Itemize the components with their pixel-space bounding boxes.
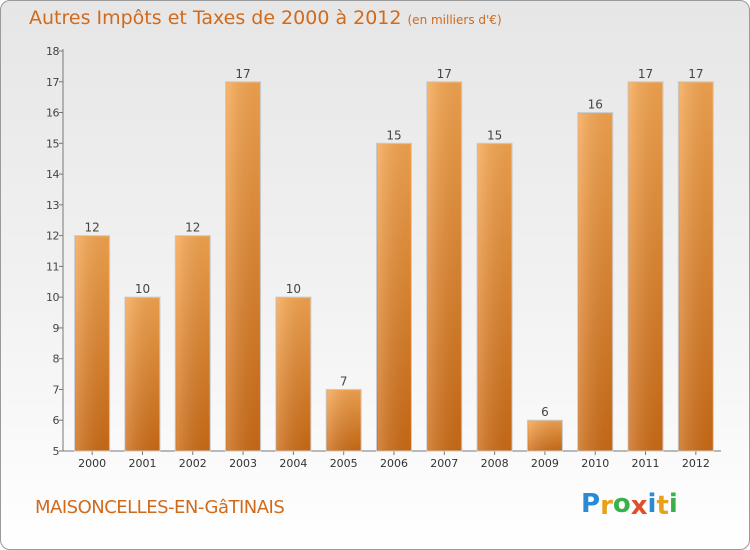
y-tick-label: 17 [46,76,59,89]
data-label: 12 [185,221,200,235]
bar-highlight [125,298,159,450]
bar-highlight [478,144,512,451]
chart-title: Autres Impôts et Taxes de 2000 à 2012 (en… [29,7,502,29]
logo-letter: r [600,491,613,521]
logo-letter: o [612,489,631,519]
data-label: 10 [135,282,150,296]
y-tick-label: 7 [53,383,60,396]
x-tick-label: 2000 [78,457,106,470]
y-tick-label: 10 [46,291,59,304]
x-tick-label: 2009 [531,457,559,470]
bar-highlight [629,82,663,451]
bar-highlight [176,236,210,450]
y-tick-label: 13 [46,199,59,212]
bars [74,81,714,452]
data-label: 15 [487,128,502,142]
data-labels: 2000 12 2001 10 2002 12 2003 17 2004 10 2005 7 2006 1… [78,67,710,470]
bar-highlight [75,236,109,450]
y-tick-label: 6 [53,414,60,427]
x-tick-label: 2002 [179,457,207,470]
data-label: 10 [286,282,301,296]
data-label: 6 [541,405,549,419]
city-name: MAISONCELLES-EN-GâTINAIS [35,497,285,518]
logo-letter: t [656,491,669,521]
bar-highlight [528,421,562,450]
data-label: 17 [437,67,452,81]
x-tick-label: 2007 [430,457,458,470]
x-tick-label: 2006 [380,457,408,470]
bar-highlight [427,82,461,451]
bar-highlight [226,82,260,451]
data-label: 12 [85,221,100,235]
x-tick-label: 2003 [229,457,257,470]
bar-highlight [578,113,612,451]
y-tick-label: 9 [53,322,60,335]
x-tick-label: 2001 [128,457,156,470]
x-tick-label: 2010 [581,457,609,470]
x-tick-label: 2008 [481,457,509,470]
bar-highlight [679,82,713,451]
data-label: 7 [340,374,348,388]
y-tick-label: 11 [46,260,59,273]
bar-highlight [377,144,411,451]
logo-letter: P [581,489,601,519]
y-tick-label: 15 [46,137,59,150]
y-tick-label: 12 [46,230,59,243]
x-tick-label: 2011 [632,457,660,470]
logo-letter: i [668,489,678,519]
data-label: 15 [386,128,401,142]
chart-unit: (en milliers d'€) [407,13,502,27]
data-label: 16 [588,98,603,112]
y-tick-label: 14 [46,168,59,181]
y-tick-label: 18 [46,45,59,58]
x-tick-label: 2004 [279,457,307,470]
x-tick-label: 2012 [682,457,710,470]
proxiti-logo[interactable]: Proxiti [581,489,678,521]
y-tick-label: 16 [46,107,59,120]
y-tick-label: 5 [53,445,60,458]
x-tick-label: 2005 [330,457,358,470]
data-label: 17 [688,67,703,81]
data-label: 17 [235,67,250,81]
bar-highlight [327,390,361,450]
logo-letter: x [630,491,648,521]
logo-letter: i [647,489,657,519]
chart-title-text: Autres Impôts et Taxes de 2000 à 2012 [29,7,402,29]
bar-highlight [276,298,310,450]
y-tick-label: 8 [53,353,60,366]
data-label: 17 [638,67,653,81]
